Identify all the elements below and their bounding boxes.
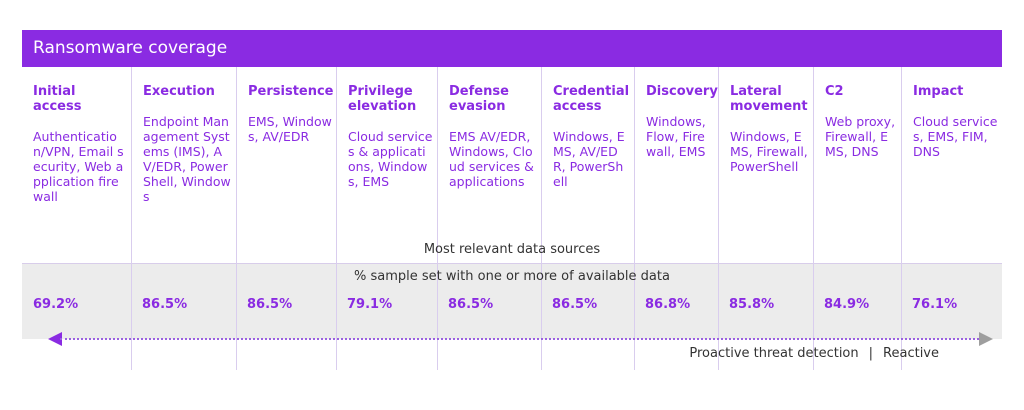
dotted-line [60,338,979,340]
column-privilege-elevation: Privilege elevation Cloud services & app… [336,67,437,370]
column-sources: Windows, EMS, Firewall, PowerShell [730,129,808,174]
ransomware-coverage-diagram: Ransomware coverage Initial access Authe… [22,30,1002,370]
column-sources: Windows, Flow, Firewall, EMS [646,114,706,159]
column-initial-access: Initial access Authentication/VPN, Email… [22,67,131,370]
column-sources: Cloud services, EMS, FIM, DNS [913,114,998,159]
percent-impact: 76.1% [912,297,958,312]
column-sources: EMS AV/EDR, Windows, Cloud services & ap… [449,129,534,189]
column-title: Execution [143,84,215,99]
percent-lateral-movement: 85.8% [729,297,775,312]
column-title: Credential access [553,84,630,114]
sample-set-label: % sample set with one or more of availab… [354,269,670,284]
column-persistence: Persistence EMS, Windows, AV/EDR [236,67,336,370]
column-lateral-movement: Lateral movement Windows, EMS, Firewall,… [718,67,813,370]
data-sources-label: Most relevant data sources [423,242,601,257]
column-title: Discovery [646,84,718,99]
column-title: Privilege elevation [348,84,417,114]
column-sources: Web proxy, Firewall, EMS, DNS [825,114,896,159]
legend-separator: | [868,346,874,361]
arrow-left-icon [48,332,62,346]
column-sources: EMS, Windows, AV/EDR [248,114,332,144]
percent-discovery: 86.8% [645,297,691,312]
column-sources: Endpoint Management Systems (IMS), AV/ED… [143,114,231,204]
column-title: Initial access [33,84,82,114]
legend-proactive: Proactive threat detection [689,346,859,361]
percent-execution: 86.5% [142,297,188,312]
column-impact: Impact Cloud services, EMS, FIM, DNS [901,67,1002,370]
column-execution: Execution Endpoint Management Systems (I… [131,67,236,370]
legend-reactive: Reactive [883,346,939,361]
percent-c2: 84.9% [824,297,870,312]
column-title: C2 [825,84,844,99]
column-discovery: Discovery Windows, Flow, Firewall, EMS [634,67,718,370]
banner-title: Ransomware coverage [22,30,1002,67]
column-defense-evasion: Defense evasion EMS AV/EDR, Windows, Clo… [437,67,541,370]
column-title: Impact [913,84,964,99]
percent-defense-evasion: 86.5% [448,297,494,312]
column-c2: C2 Web proxy, Firewall, EMS, DNS [813,67,901,370]
column-sources: Cloud services & applications, Windows, … [348,129,433,189]
arrow-right-icon [979,332,993,346]
percent-initial-access: 69.2% [33,297,79,312]
column-title: Lateral movement [730,84,808,114]
detection-spectrum-arrow [48,332,993,346]
percent-persistence: 86.5% [247,297,293,312]
percent-band [22,263,1002,339]
column-sources: Windows, EMS, AV/EDR, PowerShell [553,129,625,189]
column-credential-access: Credential access Windows, EMS, AV/EDR, … [541,67,634,370]
column-title: Persistence [248,84,334,99]
detection-legend: Proactive threat detection | Reactive [689,346,939,361]
percent-credential-access: 86.5% [552,297,598,312]
column-sources: Authentication/VPN, Email security, Web … [33,129,124,204]
percent-privilege-elevation: 79.1% [347,297,393,312]
column-title: Defense evasion [449,84,509,114]
